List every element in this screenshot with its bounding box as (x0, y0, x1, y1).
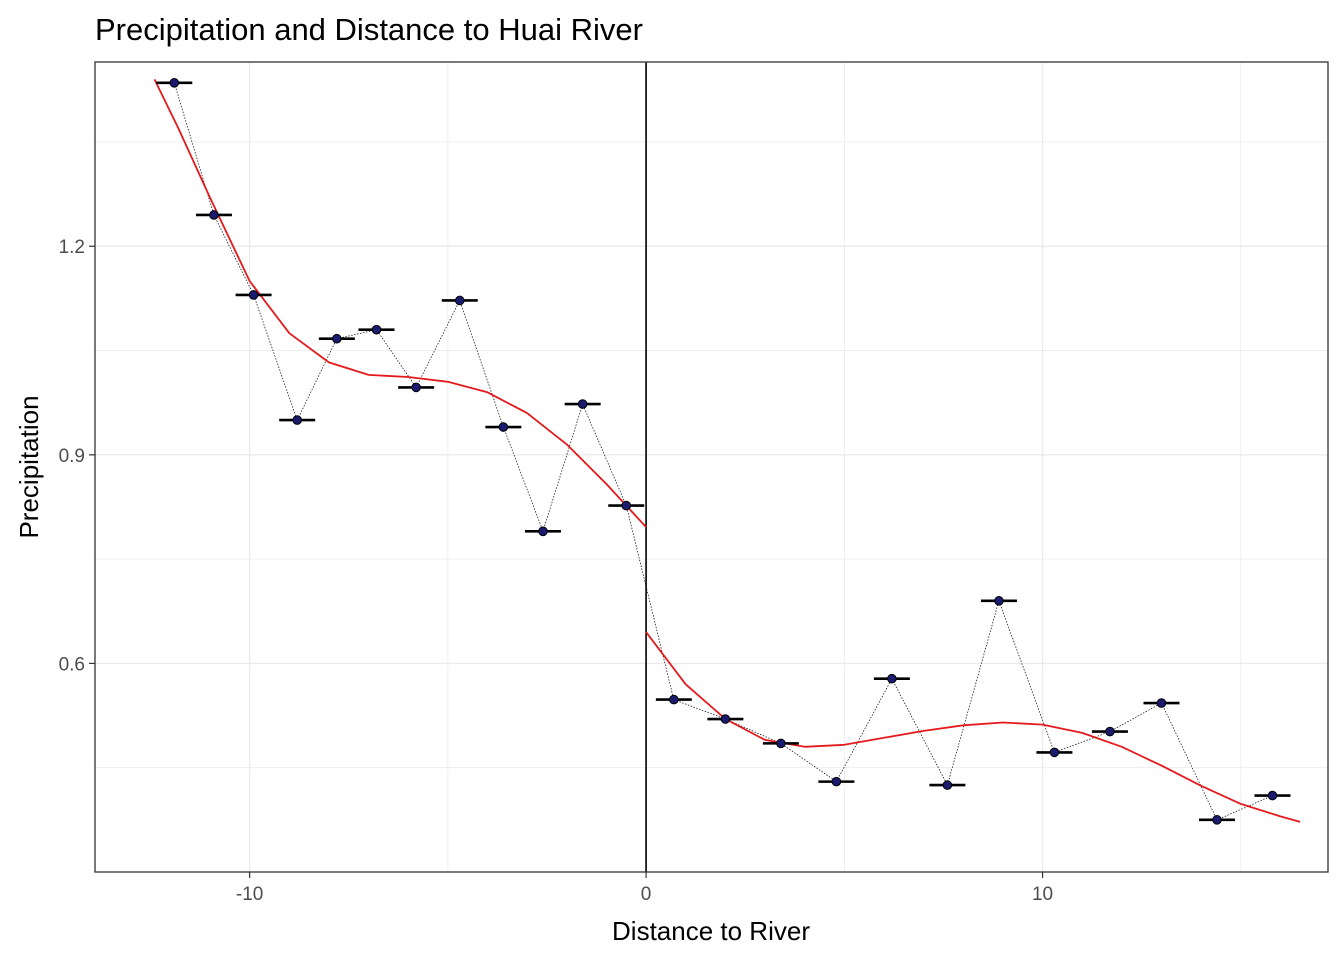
data-point (669, 694, 679, 705)
fit-curve-left (153, 79, 647, 528)
data-point (942, 780, 953, 790)
x-axis-title: Distance to River (612, 916, 810, 946)
connecting-line (173, 82, 1273, 821)
y-tick-label: 1.2 (59, 237, 85, 258)
data-point (209, 210, 219, 220)
data-point (887, 673, 897, 684)
data-point (776, 738, 786, 749)
data-point (498, 422, 509, 432)
y-tick-label: 0.9 (59, 446, 85, 467)
data-point (1105, 726, 1115, 737)
y-axis-title: Precipitation (14, 395, 44, 538)
data-point (621, 500, 632, 511)
chart-title: Precipitation and Distance to Huai River (95, 12, 643, 47)
fit-curve-right (645, 631, 1301, 823)
data-point (1267, 790, 1278, 801)
data-point (538, 526, 548, 537)
x-tick-label: 0 (641, 884, 652, 905)
data-point (169, 78, 180, 88)
data-point (411, 382, 421, 393)
data-point (292, 415, 302, 425)
data-point (1049, 747, 1060, 758)
grid (95, 62, 1328, 872)
x-tick-label: 10 (1032, 884, 1053, 905)
data-point (994, 596, 1004, 606)
y-tick-label: 0.6 (59, 654, 85, 675)
data-point (720, 714, 731, 724)
data-point (1212, 815, 1222, 825)
plot-data (153, 62, 1301, 872)
x-tick-label: -10 (236, 884, 263, 905)
axes: -10 0 10 0.6 0.9 1.2 (59, 61, 1329, 905)
data-point (577, 399, 588, 409)
data-point (1156, 698, 1167, 708)
data-point (248, 290, 259, 300)
data-point (831, 776, 842, 787)
panel-border (94, 61, 1329, 873)
data-point (454, 295, 465, 306)
data-point (371, 324, 382, 335)
data-point (332, 333, 342, 344)
